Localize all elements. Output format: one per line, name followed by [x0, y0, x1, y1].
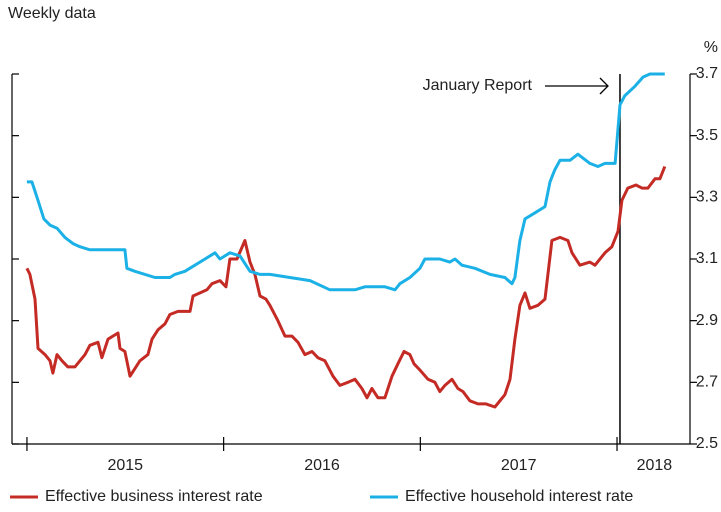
series-line	[26, 72, 665, 292]
y-tick-label: 2.9	[696, 312, 718, 329]
y-tick-label: 3.5	[696, 127, 718, 144]
series-line	[25, 165, 667, 409]
x-tick-label: 2016	[304, 457, 340, 474]
y-tick-label: 3.7	[696, 65, 718, 82]
y-tick-label: 3.1	[696, 250, 718, 267]
y-tick-label: 2.7	[696, 374, 718, 391]
y-tick-label: 3.3	[696, 189, 718, 206]
x-tick-label: 2017	[501, 457, 537, 474]
y-tick-label: 2.5	[696, 435, 718, 452]
x-tick-label: 2015	[107, 457, 143, 474]
legend-label: Effective household interest rate	[405, 488, 633, 505]
annotation-arrowhead	[599, 77, 609, 95]
legend-label: Effective business interest rate	[45, 488, 263, 505]
x-tick-label: 2018	[637, 457, 673, 474]
annotation-text: January Report	[423, 77, 533, 94]
y-unit: %	[704, 39, 718, 56]
chart-subtitle: Weekly data	[8, 5, 96, 22]
